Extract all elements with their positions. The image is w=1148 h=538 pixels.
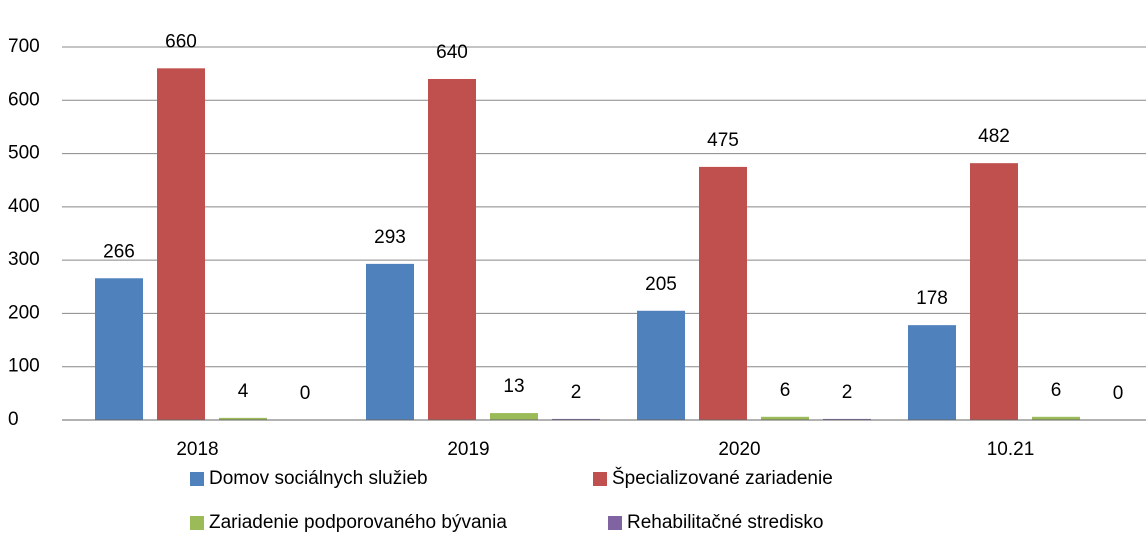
data-label: 4 — [238, 381, 249, 402]
bar — [552, 418, 600, 420]
legend-swatch — [593, 472, 607, 486]
data-label: 293 — [374, 227, 406, 248]
y-tick-label: 400 — [8, 196, 40, 217]
y-tick-label: 700 — [8, 36, 40, 57]
bar — [95, 278, 143, 420]
data-label: 178 — [916, 288, 948, 309]
y-tick-label: 0 — [8, 409, 19, 430]
data-label: 0 — [1113, 383, 1124, 404]
x-tick-label: 2018 — [176, 439, 218, 460]
bar — [490, 413, 538, 420]
data-label: 2 — [571, 382, 582, 403]
legend-label: Špecializované zariadenie — [612, 467, 833, 489]
data-label: 482 — [978, 126, 1010, 147]
data-label: 475 — [707, 130, 739, 151]
legend-swatch — [190, 516, 204, 530]
bar — [908, 325, 956, 420]
bar — [1032, 416, 1080, 420]
y-tick-label: 100 — [8, 356, 40, 377]
x-tick-label: 2019 — [447, 439, 489, 460]
bar — [637, 310, 685, 420]
data-label: 266 — [103, 241, 135, 262]
legend-swatch — [608, 516, 622, 530]
x-tick-label: 2020 — [718, 439, 760, 460]
x-tick-label: 10.21 — [987, 439, 1035, 460]
data-label: 13 — [503, 376, 524, 397]
legend-label: Domov sociálnych služieb — [209, 468, 428, 489]
data-label: 6 — [780, 380, 791, 401]
y-tick-label: 200 — [8, 302, 40, 323]
legend-label: Rehabilitačné stredisko — [627, 512, 823, 533]
bar — [823, 418, 871, 420]
data-label: 2 — [842, 382, 853, 403]
y-tick-label: 600 — [8, 89, 40, 110]
data-label: 640 — [436, 42, 468, 63]
bar — [761, 416, 809, 420]
bar — [157, 68, 205, 421]
bar — [366, 263, 414, 420]
data-label: 660 — [165, 31, 197, 52]
bar — [970, 163, 1018, 421]
legend-swatch — [190, 472, 204, 486]
data-label: 0 — [300, 383, 311, 404]
data-label: 6 — [1051, 380, 1062, 401]
legend-label: Zariadenie podporovaného bývania — [209, 512, 507, 533]
y-tick-label: 500 — [8, 143, 40, 164]
bar — [219, 417, 267, 420]
y-tick-label: 300 — [8, 249, 40, 270]
data-label: 205 — [645, 274, 677, 295]
bar — [699, 166, 747, 420]
bar — [428, 78, 476, 420]
